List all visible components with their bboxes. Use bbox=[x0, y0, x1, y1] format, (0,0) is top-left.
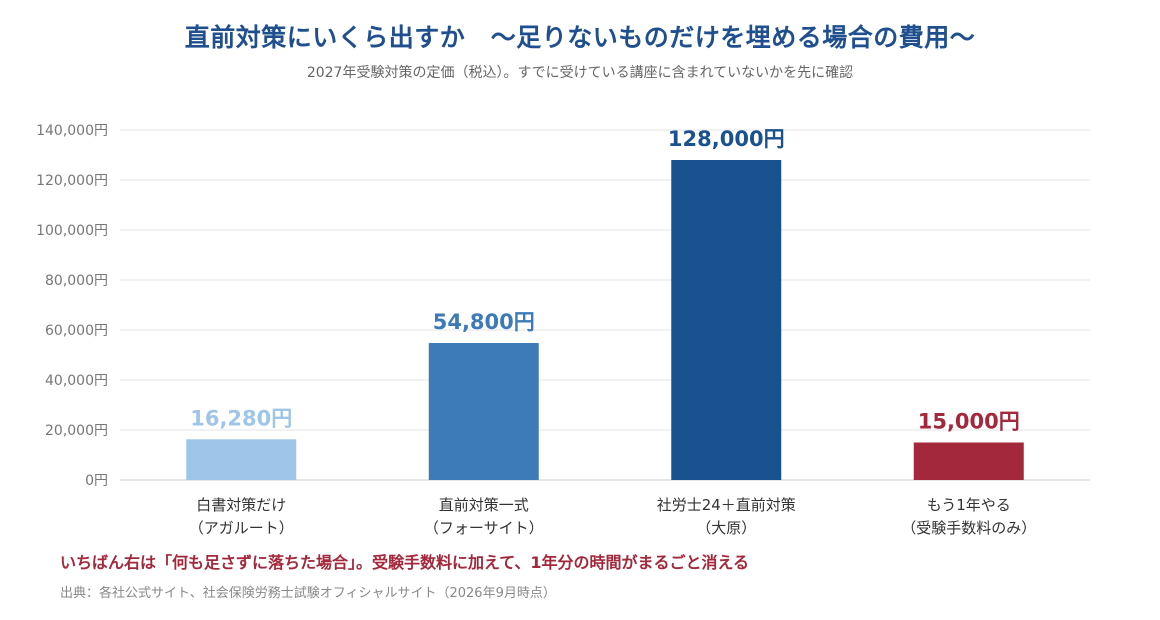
y-tick-label: 60,000円 bbox=[45, 323, 108, 339]
y-tick-label: 40,000円 bbox=[45, 373, 108, 389]
x-tick-label-line: （アガルート） bbox=[189, 519, 294, 537]
x-tick-label-line: （受験手数料のみ） bbox=[901, 519, 1036, 537]
data-label: 128,000円 bbox=[668, 127, 785, 151]
bar bbox=[913, 442, 1024, 480]
chart-subtitle: 2027年受験対策の定価（税込）。すでに受けている講座に含まれていないかを先に確… bbox=[306, 65, 854, 81]
x-tick-label-line: （フォーサイト） bbox=[424, 519, 544, 537]
x-tick-label-line: 直前対策一式 bbox=[439, 496, 529, 514]
data-label: 54,800円 bbox=[433, 310, 535, 334]
x-tick-label-line: （大原） bbox=[696, 519, 756, 537]
x-tick-label-line: 社労士24＋直前対策 bbox=[657, 496, 796, 514]
x-tick-label: 社労士24＋直前対策 （大原） bbox=[657, 496, 796, 537]
bar bbox=[428, 343, 539, 480]
data-label: 16,280円 bbox=[190, 406, 292, 430]
chart-title: 直前対策にいくら出すか 〜足りないものだけを埋める場合の費用〜 bbox=[184, 23, 976, 52]
x-tick-label: もう1年やる （受験手数料のみ） bbox=[901, 496, 1036, 537]
footnote-warning: いちばん右は「何も足さずに落ちた場合」。受験手数料に加えて、1年分の時間がまるご… bbox=[60, 553, 750, 572]
data-label: 15,000円 bbox=[918, 410, 1020, 434]
source-credit: 出典：各社公式サイト、社会保険労務士試験オフィシャルサイト（2026年9月時点） bbox=[60, 586, 556, 601]
x-tick-label-line: もう1年やる bbox=[927, 496, 1011, 514]
bar bbox=[186, 439, 297, 480]
y-tick-label: 80,000円 bbox=[45, 273, 108, 289]
bar-chart: 0円 20,000円 40,000円 60,000円 80,000円 100,000円 12… bbox=[36, 123, 1090, 537]
bar bbox=[671, 160, 782, 480]
y-tick-label: 140,000円 bbox=[36, 123, 108, 139]
y-tick-label: 120,000円 bbox=[36, 173, 108, 189]
y-tick-label: 0円 bbox=[85, 473, 108, 489]
x-tick-label-line: 白書対策だけ bbox=[196, 496, 286, 514]
y-tick-label: 20,000円 bbox=[45, 423, 108, 439]
y-tick-label: 100,000円 bbox=[36, 223, 108, 239]
x-tick-label: 白書対策だけ （アガルート） bbox=[189, 496, 294, 537]
x-tick-label: 直前対策一式 （フォーサイト） bbox=[424, 496, 544, 537]
